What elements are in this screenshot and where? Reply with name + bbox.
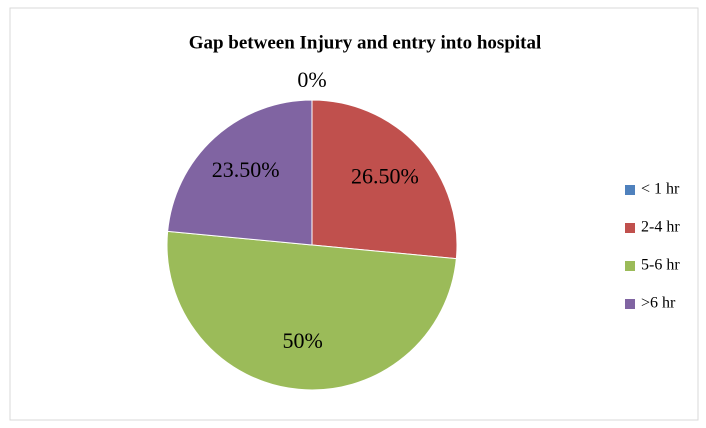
legend-swatch [625,185,635,195]
data-label: 50% [283,328,323,353]
chart-title: Gap between Injury and entry into hospit… [189,32,542,53]
legend-swatch [625,299,635,309]
legend-label: 2-4 hr [641,219,680,236]
legend-label: 5-6 hr [641,257,680,274]
legend-swatch [625,261,635,271]
pie-slice [166,230,457,391]
data-label: 23.50% [212,157,280,182]
legend-label: < 1 hr [641,181,680,198]
data-label: 26.50% [351,164,419,189]
legend-label: >6 hr [641,295,676,312]
pie-slice [167,99,313,246]
pie-slice [311,99,458,260]
data-label: 0% [297,67,326,92]
legend-swatch [625,223,635,233]
